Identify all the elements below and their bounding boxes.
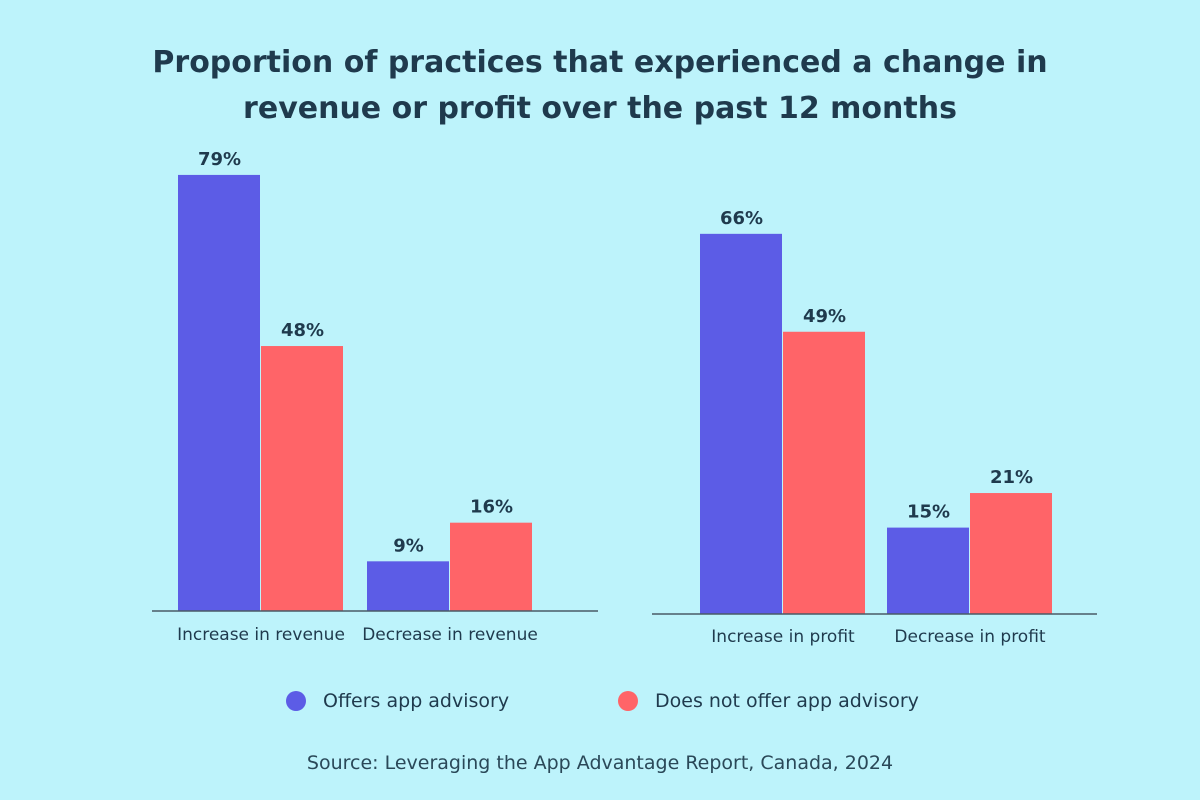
bar-value-label: 48% [281, 320, 324, 341]
bar-2-1-2 [783, 331, 865, 614]
bar-value-label: 9% [393, 535, 424, 556]
chart-title: Proportion of practices that experienced… [0, 40, 1200, 132]
bar-1-1-1 [178, 174, 260, 612]
chart-title-line-2: revenue or profit over the past 12 month… [243, 91, 957, 126]
bar-2-1-1 [700, 233, 782, 614]
bar-value-label: 15% [907, 502, 950, 523]
legend-swatch [618, 691, 638, 711]
bar-value-label: 21% [990, 467, 1033, 488]
bar-1-2-2 [450, 522, 532, 611]
bar-value-label: 79% [198, 149, 241, 170]
legend-swatch [286, 691, 306, 711]
category-label: Increase in revenue [177, 625, 345, 645]
category-label: Decrease in revenue [362, 625, 538, 645]
bar-2-2-2 [970, 493, 1052, 614]
category-label: Increase in profit [711, 627, 855, 647]
chart-title-line-1: Proportion of practices that experienced… [152, 45, 1048, 80]
category-label: Decrease in profit [894, 627, 1046, 647]
bar-value-label: 16% [470, 497, 513, 518]
bar-2-2-1 [887, 527, 969, 614]
legend-label: Does not offer app advisory [655, 690, 919, 712]
bar-1-1-2 [261, 346, 343, 611]
bar-1-2-1 [367, 561, 449, 611]
source-note: Source: Leveraging the App Advantage Rep… [306, 752, 894, 774]
bar-value-label: 66% [720, 208, 763, 229]
bar-value-label: 49% [803, 306, 846, 327]
legend-label: Offers app advisory [323, 690, 509, 712]
